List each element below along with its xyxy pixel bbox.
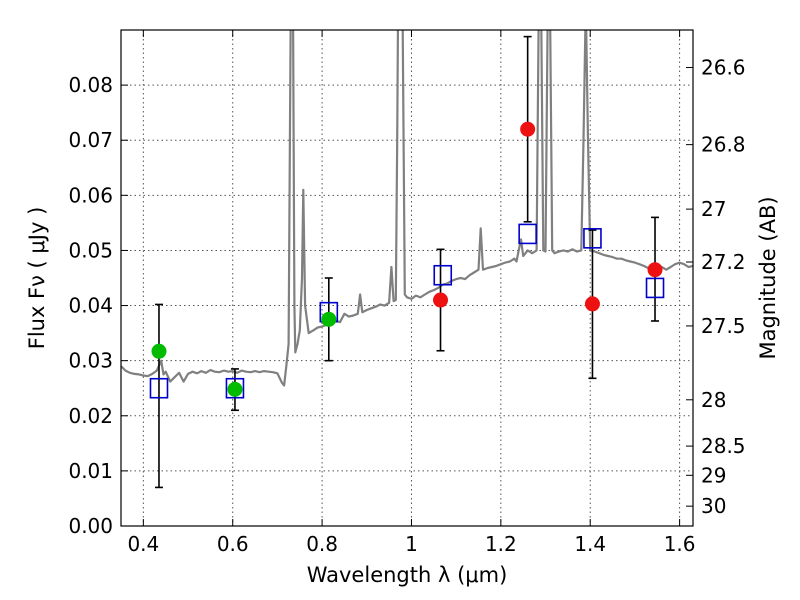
x-tick-label: 1.2 [485, 532, 517, 556]
right-tick-label: 29 [701, 463, 726, 487]
right-tick-labels: 26.6 26.8 27 27.2 27.5 28 28.5 29 30 [701, 55, 746, 518]
y-tick-labels: 0.00 0.01 0.02 0.03 0.04 0.05 0.06 0.07 0.08 [68, 73, 113, 538]
y-tick-label: 0.02 [68, 404, 113, 428]
right-tick-label: 30 [701, 494, 726, 518]
model-square-marker [518, 223, 537, 245]
x-tick-label: 0.6 [217, 532, 249, 556]
spectrum-layer [121, 30, 693, 387]
observed-point-marker [151, 343, 167, 359]
right-tick-label: 27 [701, 197, 726, 221]
y-tick-label: 0.03 [68, 349, 113, 373]
y-tick-label: 0.05 [68, 238, 113, 262]
right-tick-label: 26.8 [701, 133, 746, 157]
x-tick-label: 0.4 [127, 532, 159, 556]
model-square-marker [433, 264, 453, 286]
model-square-marker [645, 277, 665, 299]
observed-point-marker [520, 121, 536, 137]
x-tick-label: 1.6 [664, 532, 696, 556]
observed-point-marker [321, 311, 337, 327]
right-tick-label: 27.2 [701, 250, 746, 274]
model-square-marker [225, 377, 245, 399]
y-axis-label: Flux Fν ( μJy ) [25, 207, 49, 350]
y-tick-label: 0.08 [68, 73, 113, 97]
x-tick-label: 1 [405, 532, 418, 556]
right-tick-label: 26.6 [701, 55, 746, 79]
model-layer [149, 223, 665, 399]
right-axis-label: Magnitude (AB) [756, 196, 780, 359]
y-tick-label: 0.01 [68, 459, 113, 483]
plot-frame [120, 29, 694, 527]
x-axis-label: Wavelength λ (μm) [307, 563, 508, 587]
grid-lines [121, 30, 693, 526]
model-square-marker [583, 228, 602, 249]
right-tick-label: 28.5 [701, 434, 746, 458]
y-tick-label: 0.00 [68, 514, 113, 538]
observed-point-marker [433, 292, 449, 308]
observed-point-marker [647, 262, 663, 278]
observed-layer [151, 121, 663, 397]
right-tick-label: 27.5 [701, 314, 746, 338]
x-tick-label: 0.8 [306, 532, 338, 556]
y-tick-label: 0.06 [68, 183, 113, 207]
observed-point-marker [584, 296, 600, 312]
observed-point-marker [227, 381, 243, 397]
model-square-marker [149, 377, 169, 399]
axis-ticks [121, 30, 693, 527]
y-tick-label: 0.07 [68, 128, 113, 152]
y-tick-label: 0.04 [68, 294, 113, 318]
x-tick-labels: 0.4 0.6 0.8 1 1.2 1.4 1.6 [127, 532, 695, 556]
spectrum-line [121, 30, 693, 387]
right-tick-label: 28 [701, 388, 726, 412]
x-tick-label: 1.4 [574, 532, 606, 556]
